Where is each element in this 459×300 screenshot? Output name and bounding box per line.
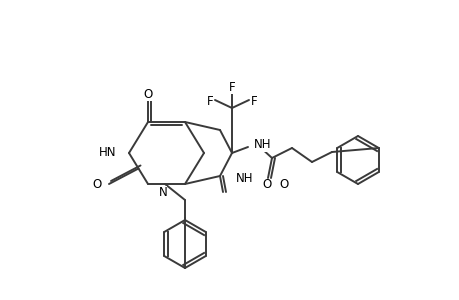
Text: O: O: [143, 88, 152, 100]
Text: O: O: [262, 178, 271, 191]
Text: O: O: [279, 178, 288, 191]
Text: NH: NH: [253, 139, 271, 152]
Text: HN: HN: [98, 146, 116, 160]
Text: NH: NH: [235, 172, 253, 185]
Text: F: F: [228, 80, 235, 94]
Text: N: N: [158, 186, 167, 199]
Text: O: O: [93, 178, 102, 190]
Text: F: F: [250, 94, 257, 107]
Text: F: F: [206, 94, 213, 107]
